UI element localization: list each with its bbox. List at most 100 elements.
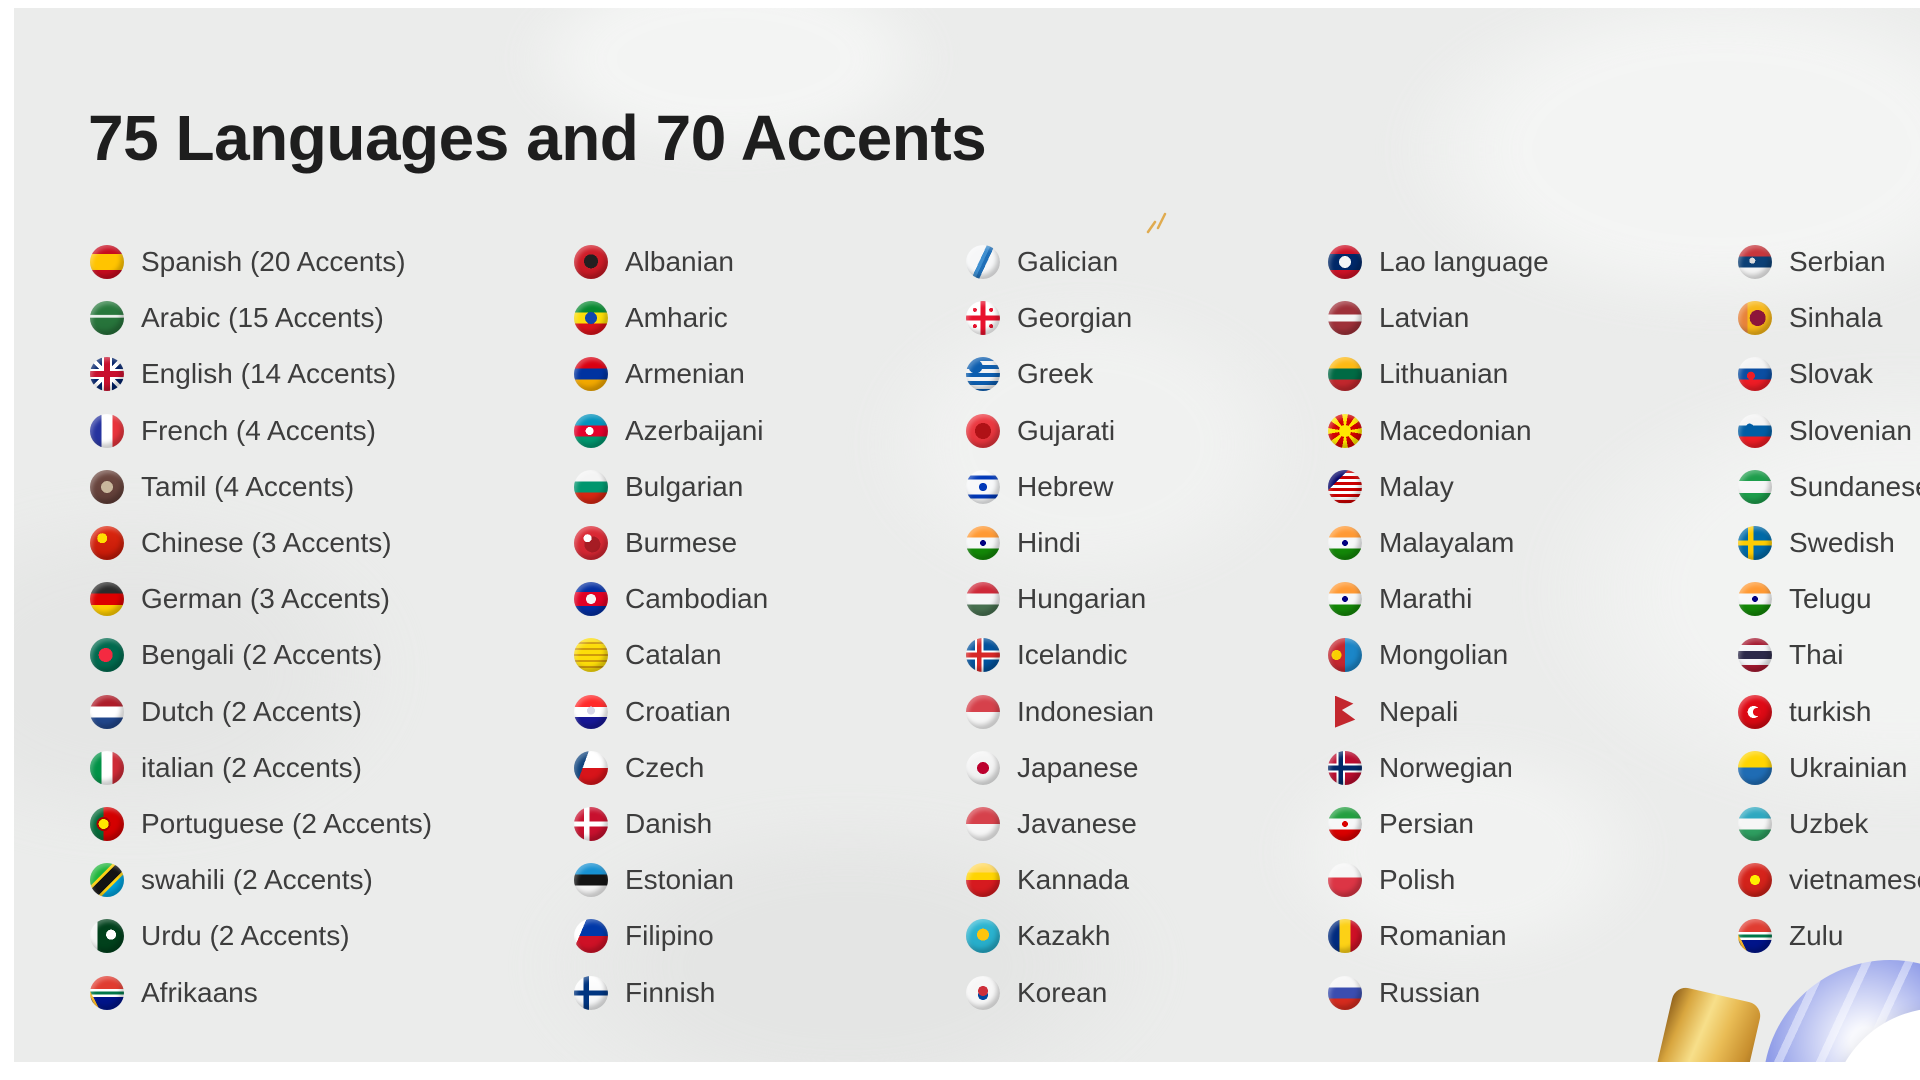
flag-icon-azerbaijani	[574, 413, 608, 448]
flag-icon-estonian	[574, 863, 608, 898]
language-column-2: Albanian Amharic Armenian Azerbaijani Bulgar…	[574, 234, 768, 1021]
flag-icon-norwegian	[1328, 750, 1362, 785]
flag-icon-kazakh	[966, 919, 1000, 954]
language-item-kannada: Kannada	[966, 852, 1154, 908]
flag-icon-armenian	[574, 357, 608, 392]
language-item-czech: Czech	[574, 740, 768, 796]
flag-icon-sinhala	[1738, 301, 1772, 336]
flag-icon-telugu	[1738, 582, 1772, 617]
language-column-4: Lao language Latvian Lithuanian Macedonian M…	[1328, 234, 1549, 1021]
flag-icon-spanish-20-accents	[90, 245, 124, 280]
language-label: Kazakh	[1017, 920, 1111, 952]
language-label: Kannada	[1017, 864, 1130, 896]
flag-icon-hungarian	[966, 582, 1000, 617]
flag-icon-danish	[574, 806, 608, 841]
language-label: Ukrainian	[1789, 751, 1908, 783]
language-item-kazakh: Kazakh	[966, 908, 1154, 964]
language-label: Nepali	[1379, 695, 1459, 727]
language-item-marathi: Marathi	[1328, 571, 1549, 627]
flag-icon-latvian	[1328, 301, 1362, 336]
language-item-polish: Polish	[1328, 852, 1549, 908]
language-item-tamil-4-accents: Tamil (4 Accents)	[90, 459, 432, 515]
flag-icon-arabic-15-accents	[90, 301, 124, 336]
language-label: Javanese	[1017, 807, 1137, 839]
language-item-chinese-3-accents: Chinese (3 Accents)	[90, 515, 432, 571]
flag-icon-cambodian	[574, 582, 608, 617]
language-item-filipino: Filipino	[574, 908, 768, 964]
language-label: Chinese (3 Accents)	[141, 527, 392, 559]
language-item-nepali: Nepali	[1328, 684, 1549, 740]
language-item-urdu-2-accents: Urdu (2 Accents)	[90, 908, 432, 964]
language-label: Danish	[625, 807, 713, 839]
language-label: Slovenian	[1789, 414, 1912, 446]
language-label: Tamil (4 Accents)	[141, 470, 355, 502]
language-item-korean: Korean	[966, 964, 1154, 1020]
language-label: Marathi	[1379, 583, 1473, 615]
flag-icon-croatian	[574, 694, 608, 729]
flag-icon-japanese	[966, 750, 1000, 785]
language-column-5: Serbian Sinhala Slovak Slovenian Sundanese Sw…	[1738, 234, 1920, 964]
language-label: Lithuanian	[1379, 358, 1509, 390]
flag-icon-bengali-2-accents	[90, 638, 124, 673]
language-item-icelandic: Icelandic	[966, 627, 1154, 683]
flag-icon-finnish	[574, 975, 608, 1010]
language-item-lao-language: Lao language	[1328, 234, 1549, 290]
language-item-finnish: Finnish	[574, 964, 768, 1020]
language-label: Amharic	[625, 302, 728, 334]
language-label: Galician	[1017, 246, 1119, 278]
flag-icon-slovak	[1738, 357, 1772, 392]
languages-panel: 75 Languages and 70 Accents Spanish (20 …	[14, 8, 1920, 1062]
flag-icon-turkish	[1738, 694, 1772, 729]
flag-icon-kannada	[966, 863, 1000, 898]
flag-icon-bulgarian	[574, 469, 608, 504]
flag-icon-lithuanian	[1328, 357, 1362, 392]
flag-icon-albanian	[574, 245, 608, 280]
language-label: Mongolian	[1379, 639, 1509, 671]
language-label: Dutch (2 Accents)	[141, 695, 362, 727]
language-item-serbian: Serbian	[1738, 234, 1920, 290]
flag-icon-lao-language	[1328, 245, 1362, 280]
language-item-afrikaans: Afrikaans	[90, 964, 432, 1020]
flag-icon-uzbek	[1738, 806, 1772, 841]
language-item-spanish-20-accents: Spanish (20 Accents)	[90, 234, 432, 290]
language-item-french-4-accents: French (4 Accents)	[90, 403, 432, 459]
flag-icon-afrikaans	[90, 975, 124, 1010]
language-item-thai: Thai	[1738, 627, 1920, 683]
language-item-russian: Russian	[1328, 964, 1549, 1020]
language-item-albanian: Albanian	[574, 234, 768, 290]
language-item-japanese: Japanese	[966, 740, 1154, 796]
language-label: Malay	[1379, 470, 1454, 502]
page-title: 75 Languages and 70 Accents	[88, 101, 987, 174]
language-item-bulgarian: Bulgarian	[574, 459, 768, 515]
language-label: Lao language	[1379, 246, 1549, 278]
language-label: Telugu	[1789, 583, 1872, 615]
language-item-lithuanian: Lithuanian	[1328, 346, 1549, 402]
language-item-estonian: Estonian	[574, 852, 768, 908]
flag-icon-macedonian	[1328, 413, 1362, 448]
flag-icon-nepali	[1328, 695, 1362, 729]
flag-icon-icelandic	[966, 638, 1000, 673]
flag-icon-french-4-accents	[90, 413, 124, 448]
flag-icon-dutch-2-accents	[90, 694, 124, 729]
language-item-armenian: Armenian	[574, 346, 768, 402]
language-label: Estonian	[625, 864, 734, 896]
language-label: Icelandic	[1017, 639, 1128, 671]
flag-icon-chinese-3-accents	[90, 526, 124, 561]
language-label: vietnamese	[1789, 864, 1920, 896]
language-label: italian (2 Accents)	[141, 751, 362, 783]
flag-icon-polish	[1328, 863, 1362, 898]
flag-icon-hindi	[966, 526, 1000, 561]
language-label: Romanian	[1379, 920, 1507, 952]
language-item-croatian: Croatian	[574, 684, 768, 740]
language-column-1: Spanish (20 Accents) Arabic (15 Accents) E…	[90, 234, 432, 1021]
flag-icon-thai	[1738, 638, 1772, 673]
language-item-hungarian: Hungarian	[966, 571, 1154, 627]
language-item-german-3-accents: German (3 Accents)	[90, 571, 432, 627]
flag-icon-swahili-2-accents	[90, 863, 124, 898]
language-label: Hungarian	[1017, 583, 1147, 615]
language-label: Norwegian	[1379, 751, 1513, 783]
flag-icon-serbian	[1738, 245, 1772, 280]
language-label: Japanese	[1017, 751, 1139, 783]
language-label: Urdu (2 Accents)	[141, 920, 350, 952]
flag-icon-gujarati	[966, 413, 1000, 448]
